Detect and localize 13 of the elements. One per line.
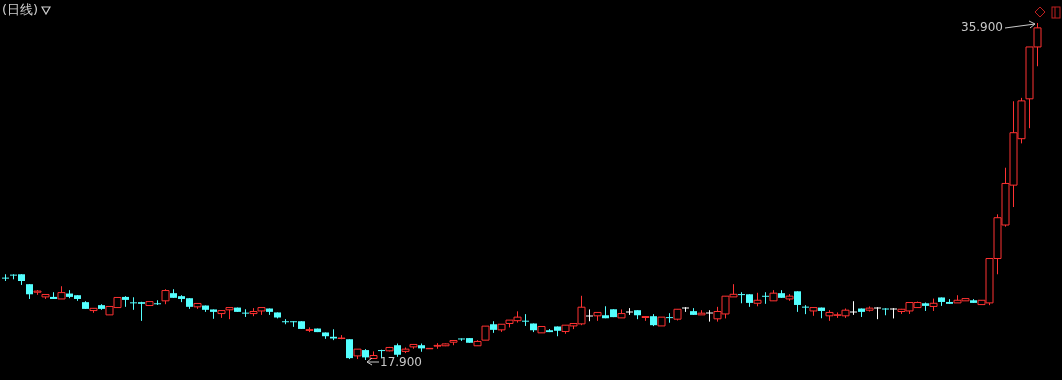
chart-title: (日线) [2,1,39,19]
candlestick [890,307,897,319]
candlestick [522,313,529,327]
candlestick [346,338,353,360]
candlestick [706,309,713,323]
candlestick [794,290,801,313]
candlestick [762,291,769,305]
annotation: 17.900 [380,355,422,370]
candlestick [874,306,881,320]
candlestick [850,300,857,316]
candlestick [586,308,593,322]
annotation: 35.900 [961,20,1003,35]
candlestick [666,312,673,324]
